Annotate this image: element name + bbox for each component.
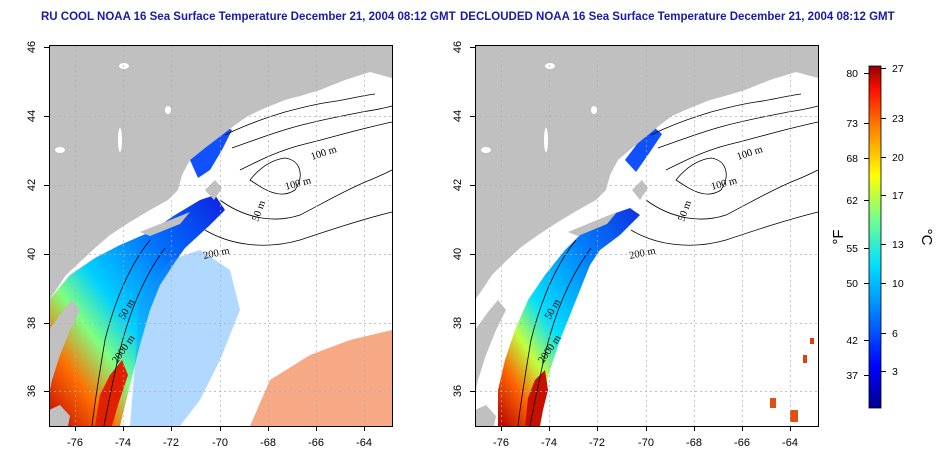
- colorbar-fahrenheit-unit: °F: [830, 229, 847, 244]
- left-map-panel: 100 m 100 m 50 m 200 m 50 m 2000 m -: [26, 41, 393, 449]
- x-tick-label: -76: [67, 437, 83, 449]
- colorbar-c-tick: 27: [892, 63, 904, 75]
- y-tick-label: 36: [26, 385, 38, 397]
- land-nc-coast: [49, 405, 70, 426]
- land-long-island: [140, 212, 190, 236]
- contour-label: 200 m: [202, 246, 230, 262]
- colorbar-c-tick: 13: [892, 239, 904, 251]
- colorbar-c-tick: 6: [892, 328, 898, 340]
- land-mainland: [49, 45, 392, 300]
- y-tick-label: 46: [452, 41, 464, 53]
- land-long-island: [568, 212, 617, 236]
- y-tick-label: 44: [452, 110, 464, 122]
- land-nc-coast: [475, 405, 496, 426]
- colorbar-c-tick: 23: [892, 113, 904, 125]
- y-tick-label: 42: [26, 179, 38, 191]
- lake: [591, 106, 597, 114]
- left-panel-title: RU COOL NOAA 16 Sea Surface Temperature …: [41, 11, 456, 23]
- colorbar-f-tick: 50: [846, 278, 858, 290]
- colorbar-ticks: [864, 68, 886, 376]
- axis-ticks: [470, 47, 791, 431]
- contour-label: 200 m: [628, 246, 656, 262]
- sst-patch: [770, 398, 776, 408]
- x-tick-label: -68: [686, 437, 702, 449]
- x-tick-label: -66: [308, 437, 324, 449]
- land-nova-scotia: [710, 45, 818, 100]
- sst-patch: [803, 355, 807, 363]
- colorbar: 80 73 68 62 55 50 42 37 27 23 20 17 13 1…: [830, 63, 935, 409]
- colorbar-f-tick: 68: [846, 153, 858, 165]
- x-tick-label: -74: [115, 437, 131, 449]
- colorbar-gradient: [868, 65, 882, 409]
- land-delmarva: [475, 300, 506, 395]
- sst-patch: [790, 410, 798, 422]
- colorbar-c-tick: 20: [892, 152, 904, 164]
- colorbar-f-tick: 42: [846, 335, 858, 347]
- bathymetry-contours: [91, 93, 393, 427]
- bathymetry-contours: [517, 93, 819, 427]
- sst-patch: [810, 338, 814, 344]
- x-tick-label: -76: [493, 437, 509, 449]
- x-tick-label: -72: [163, 437, 179, 449]
- x-tick-label: -68: [260, 437, 276, 449]
- sst-southeast-patches: [250, 330, 392, 426]
- land-mainland: [475, 45, 818, 300]
- x-tick-label: -72: [589, 437, 605, 449]
- map-grid: [475, 45, 818, 426]
- land-cape-cod: [632, 180, 648, 200]
- sst-coastal-band: [49, 195, 225, 426]
- sst-warm-core: [95, 360, 128, 426]
- colorbar-c-tick: 10: [892, 278, 904, 290]
- axis-ticks: [44, 47, 365, 431]
- lake: [55, 147, 65, 153]
- colorbar-celsius-unit: °C: [918, 229, 935, 246]
- x-tick-label: -70: [638, 437, 654, 449]
- lake: [544, 128, 548, 152]
- sst-scatter-region: [130, 250, 240, 426]
- x-tick-label: -66: [734, 437, 750, 449]
- x-tick-label: -70: [212, 437, 228, 449]
- colorbar-f-tick: 62: [846, 195, 858, 207]
- colorbar-f-tick: 55: [846, 243, 858, 255]
- y-tick-label: 42: [452, 179, 464, 191]
- lake: [119, 63, 129, 69]
- y-tick-label: 38: [452, 317, 464, 329]
- sst-northeast-strip: [190, 125, 232, 178]
- right-map-panel: 100 m 100 m 50 m 200 m 50 m 2000 m -76 -: [452, 41, 819, 449]
- y-tick-label: 46: [26, 41, 38, 53]
- sst-warm-core: [525, 370, 548, 426]
- land-cape-cod: [205, 180, 222, 200]
- x-tick-label: -64: [356, 437, 372, 449]
- sst-coastal-band: [498, 208, 640, 426]
- y-tick-label: 36: [452, 385, 464, 397]
- y-tick-label: 40: [452, 248, 464, 260]
- y-tick-label: 38: [26, 317, 38, 329]
- map-grid: [49, 45, 392, 426]
- lake: [545, 63, 555, 69]
- colorbar-c-tick: 17: [892, 190, 904, 202]
- y-tick-label: 40: [26, 248, 38, 260]
- land-delmarva: [49, 300, 80, 395]
- land-nova-scotia: [285, 45, 392, 100]
- right-panel-title: DECLOUDED NOAA 16 Sea Surface Temperatur…: [460, 11, 895, 23]
- lake: [481, 147, 491, 153]
- lake: [165, 106, 171, 114]
- x-tick-label: -74: [541, 437, 557, 449]
- colorbar-f-tick: 37: [846, 370, 858, 382]
- y-tick-label: 44: [26, 110, 38, 122]
- colorbar-f-tick: 73: [846, 118, 858, 130]
- lake: [118, 128, 122, 152]
- colorbar-c-tick: 3: [892, 366, 898, 378]
- x-tick-label: -64: [782, 437, 798, 449]
- colorbar-f-tick: 80: [846, 68, 858, 80]
- sst-northeast-strip: [625, 128, 662, 172]
